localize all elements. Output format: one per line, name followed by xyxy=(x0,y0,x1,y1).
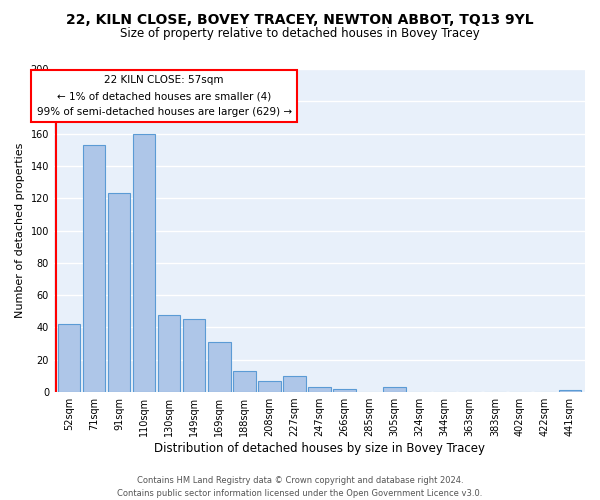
Bar xyxy=(383,387,406,392)
Bar xyxy=(283,376,305,392)
Text: 22, KILN CLOSE, BOVEY TRACEY, NEWTON ABBOT, TQ13 9YL: 22, KILN CLOSE, BOVEY TRACEY, NEWTON ABB… xyxy=(66,12,534,26)
Bar xyxy=(83,145,105,392)
Bar xyxy=(183,320,205,392)
Bar xyxy=(108,194,130,392)
Bar xyxy=(559,390,581,392)
Bar xyxy=(58,324,80,392)
Bar xyxy=(258,381,281,392)
Bar xyxy=(308,387,331,392)
Bar xyxy=(158,314,181,392)
Text: Size of property relative to detached houses in Bovey Tracey: Size of property relative to detached ho… xyxy=(120,28,480,40)
Bar xyxy=(133,134,155,392)
Text: Contains HM Land Registry data © Crown copyright and database right 2024.
Contai: Contains HM Land Registry data © Crown c… xyxy=(118,476,482,498)
Bar xyxy=(208,342,230,392)
Bar xyxy=(233,371,256,392)
Text: 22 KILN CLOSE: 57sqm
← 1% of detached houses are smaller (4)
99% of semi-detache: 22 KILN CLOSE: 57sqm ← 1% of detached ho… xyxy=(37,76,292,116)
X-axis label: Distribution of detached houses by size in Bovey Tracey: Distribution of detached houses by size … xyxy=(154,442,485,455)
Bar xyxy=(333,389,356,392)
Y-axis label: Number of detached properties: Number of detached properties xyxy=(15,143,25,318)
